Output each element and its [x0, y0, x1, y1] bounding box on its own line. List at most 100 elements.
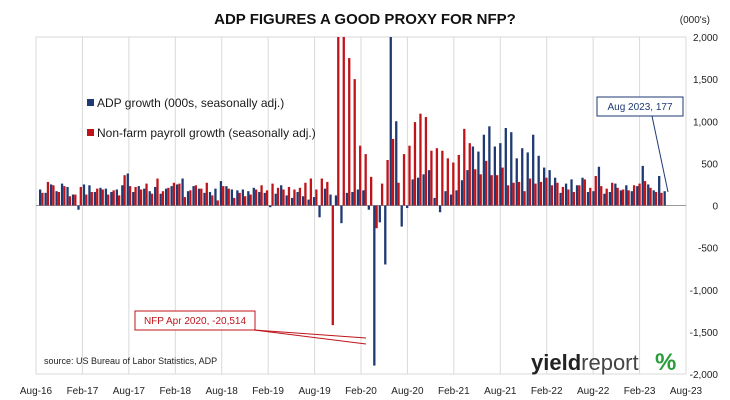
bar-nfp [205, 182, 208, 206]
bar-nfp [506, 185, 510, 206]
bar-nfp [594, 176, 597, 206]
bar-adp [395, 121, 398, 206]
bar-nfp [561, 186, 565, 206]
bar-adp [559, 192, 562, 206]
bar-adp [181, 178, 184, 206]
bar-nfp [309, 178, 313, 206]
bar-adp [236, 190, 239, 206]
bar-adp [214, 188, 217, 206]
bar-nfp [660, 192, 663, 206]
bar-adp [175, 184, 179, 206]
bar-adp [329, 194, 332, 206]
bar-nfp [523, 191, 526, 206]
bar-adp [66, 186, 69, 206]
bar-nfp [605, 188, 608, 206]
bar-nfp [194, 185, 197, 206]
bar-adp [373, 205, 376, 366]
bar-adp [477, 151, 480, 206]
bar-nfp [287, 186, 291, 206]
bar-nfp [150, 193, 154, 206]
bar-adp [132, 192, 135, 206]
x-tick-label: Feb-21 [438, 386, 470, 397]
x-axis: Aug-16 Feb-17 Aug-17 Feb-18 Aug-18 Feb-19 Aug-… [20, 386, 703, 397]
bar-adp [82, 184, 86, 206]
bar-nfp [441, 150, 444, 206]
bar-adp [603, 193, 606, 206]
bar-nfp [52, 185, 55, 206]
bar-nfp [282, 189, 285, 206]
legend-label-adp: ADP growth (000s, seasonally adj.) [97, 96, 284, 110]
bar-nfp [353, 79, 356, 206]
bar-adp [367, 205, 370, 210]
legend-swatch-adp [87, 99, 94, 106]
bar-adp [389, 37, 392, 206]
bar-adp [71, 194, 75, 206]
x-tick-label: Aug-18 [206, 386, 239, 397]
bar-nfp [600, 186, 603, 206]
source-note: source: US Bureau of Labor Statistics, A… [44, 356, 217, 366]
bar-adp [647, 184, 650, 206]
bar-nfp [375, 205, 378, 229]
bar-adp [449, 194, 453, 206]
bar-adp [586, 192, 590, 206]
bar-nfp [468, 143, 471, 206]
bar-adp [291, 197, 294, 206]
bar-nfp [616, 187, 619, 206]
bar-adp [406, 205, 409, 209]
bars [39, 37, 666, 366]
bar-adp [564, 183, 568, 206]
bar-adp [400, 205, 403, 227]
bar-adp [258, 192, 261, 206]
bar-adp [143, 188, 146, 206]
bar-adp [208, 192, 212, 206]
bar-nfp [156, 178, 159, 206]
bar-adp [60, 183, 64, 206]
bar-adp [493, 146, 496, 206]
bar-adp [170, 186, 173, 206]
bar-adp [482, 134, 486, 206]
bar-nfp [348, 58, 351, 206]
bar-nfp [244, 196, 247, 206]
bar-nfp [298, 187, 302, 206]
bar-adp [488, 126, 491, 206]
bar-adp [110, 192, 113, 206]
bar-nfp [386, 160, 389, 206]
bar-adp [285, 195, 288, 206]
bar-nfp [337, 37, 340, 206]
bar-adp [581, 177, 584, 206]
bar-nfp [517, 181, 521, 206]
bar-nfp [496, 175, 499, 206]
x-tick-label: Aug-19 [298, 386, 331, 397]
bar-nfp [315, 189, 318, 206]
y-tick-label: 2,000 [693, 33, 718, 44]
bar-nfp [101, 189, 104, 206]
bar-nfp [539, 181, 543, 206]
y-tick-label: -1,500 [690, 328, 719, 339]
bar-adp [444, 191, 447, 206]
bar-adp [417, 177, 420, 206]
bar-nfp [654, 192, 658, 206]
bar-nfp [359, 145, 362, 206]
x-tick-label: Aug-22 [577, 386, 610, 397]
bar-nfp [463, 128, 466, 206]
bar-nfp [512, 182, 515, 206]
x-tick-label: Feb-23 [624, 386, 656, 397]
legend-label-nfp: Non-farm payroll growth (seasonally adj.… [97, 126, 316, 140]
bar-nfp [583, 179, 586, 206]
bar-adp [99, 187, 102, 206]
bar-adp [323, 188, 327, 206]
bar-adp [225, 186, 228, 206]
bar-adp [197, 188, 201, 206]
bar-adp [532, 134, 535, 206]
bar-adp [280, 185, 283, 206]
bar-adp [575, 185, 579, 206]
bar-nfp [534, 183, 537, 206]
bar-nfp [46, 181, 50, 206]
bar-adp [521, 148, 524, 206]
bar-adp [126, 173, 129, 206]
bar-nfp [320, 178, 323, 206]
bar-nfp [638, 183, 641, 206]
bar-adp [608, 192, 612, 206]
bar-adp [39, 189, 42, 206]
